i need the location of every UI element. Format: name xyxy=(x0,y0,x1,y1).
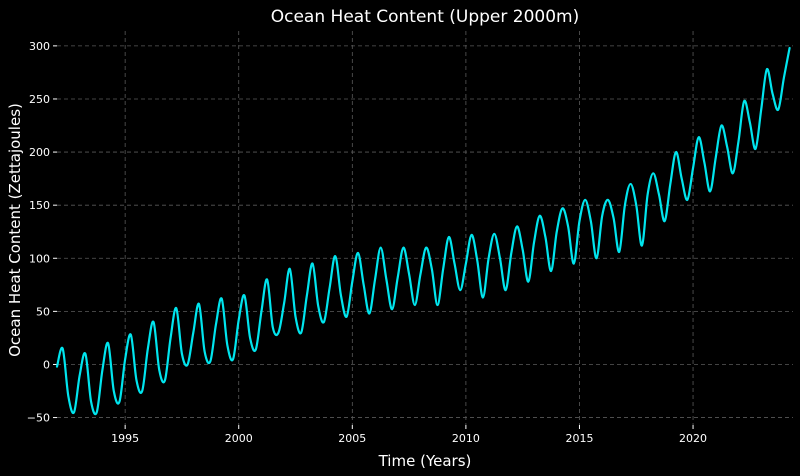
y-tick-label: 150 xyxy=(29,199,50,212)
y-tick-label: 200 xyxy=(29,146,50,159)
ocean-heat-line xyxy=(55,46,791,416)
x-tick-label: 2015 xyxy=(565,432,593,445)
grid xyxy=(57,31,793,425)
x-tick-label: 2000 xyxy=(225,432,253,445)
y-tick-label: 100 xyxy=(29,252,50,265)
x-tick-label: 1995 xyxy=(111,432,139,445)
axis-ticks: 1995 2000 2005 2010 2015 2020 −50 0 50 100 150 200 2… xyxy=(27,40,707,445)
x-tick-label: 2010 xyxy=(452,432,480,445)
x-axis-label: Time (Years) xyxy=(378,452,472,470)
y-tick-label: 0 xyxy=(43,358,50,371)
y-axis-label: Ocean Heat Content (Zettajoules) xyxy=(6,103,24,357)
x-tick-label: 2020 xyxy=(679,432,707,445)
y-tick-label: 300 xyxy=(29,40,50,53)
x-tick-label: 2005 xyxy=(338,432,366,445)
chart-title: Ocean Heat Content (Upper 2000m) xyxy=(271,7,580,27)
y-tick-label: −50 xyxy=(27,412,50,425)
y-tick-label: 50 xyxy=(36,305,50,318)
series-layer xyxy=(55,46,791,416)
y-tick-label: 250 xyxy=(29,93,50,106)
